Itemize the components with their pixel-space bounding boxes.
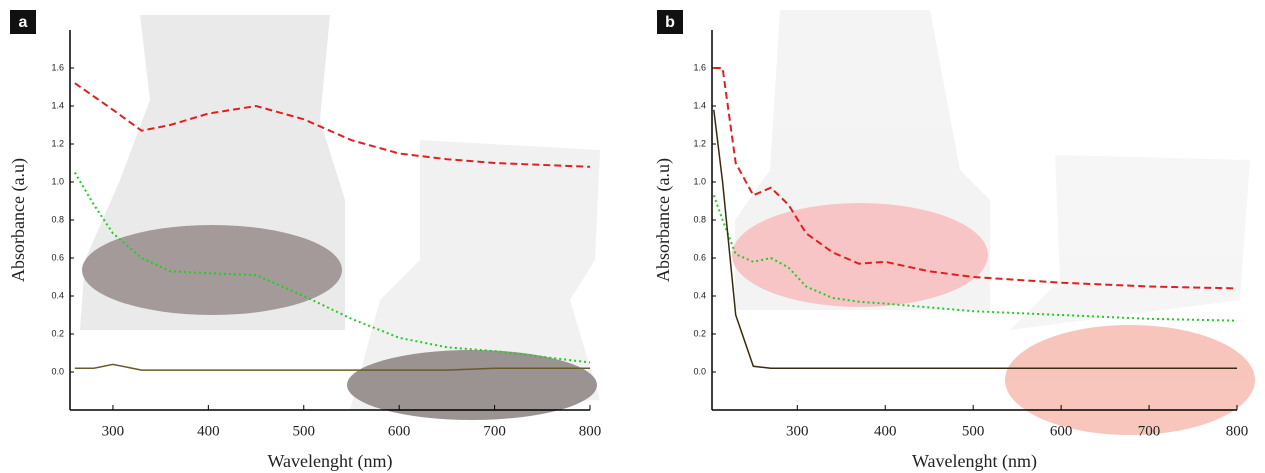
x-tick-label: 500 (293, 423, 316, 439)
x-tick-label: 600 (388, 423, 411, 439)
y-tick-label: 0.0 (693, 366, 706, 376)
x-tick-label: 700 (1138, 423, 1161, 439)
y-tick-label: 0.4 (51, 290, 64, 300)
flask-liquid (82, 225, 342, 315)
y-tick-label: 0.2 (693, 328, 706, 338)
y-tick-label: 1.6 (693, 62, 706, 72)
y-tick-label: 1.4 (693, 100, 706, 110)
panel-label: a (19, 14, 28, 31)
y-tick-label: 0.6 (693, 252, 706, 262)
y-tick-label: 1.0 (693, 176, 706, 186)
y-tick-label: 0.6 (51, 252, 64, 262)
photo-a (80, 15, 600, 420)
x-tick-label: 600 (1050, 423, 1073, 439)
x-tick-label: 400 (874, 423, 897, 439)
y-axis-title: Absorbance (a.u) (8, 158, 29, 282)
y-tick-label: 1.6 (51, 62, 64, 72)
y-tick-label: 0.8 (51, 214, 64, 224)
y-axis-title: Absorbance (a.u) (653, 158, 674, 282)
flask-photo (1010, 155, 1250, 330)
x-axis-title: Wavelenght (nm) (267, 451, 392, 472)
x-axis-title: Wavelenght (nm) (912, 451, 1037, 472)
x-tick-label: 400 (197, 423, 220, 439)
x-tick-label: 500 (962, 423, 985, 439)
y-tick-label: 0.4 (693, 290, 706, 300)
flask-liquid (732, 203, 988, 307)
x-tick-label: 700 (483, 423, 506, 439)
y-tick-label: 1.4 (51, 100, 64, 110)
y-tick-label: 0.2 (51, 328, 64, 338)
x-tick-label: 300 (786, 423, 809, 439)
panel-label: b (665, 14, 675, 31)
x-tick-label: 800 (579, 423, 602, 439)
y-tick-label: 1.2 (51, 138, 64, 148)
x-tick-label: 800 (1226, 423, 1249, 439)
y-tick-label: 0.8 (693, 214, 706, 224)
y-tick-label: 1.0 (51, 176, 64, 186)
y-tick-label: 0.0 (51, 366, 64, 376)
figure: 0.0 0.2 0.4 0.6 0.8 1.0 1.2 1.4 1.6 300 400 500 600 7… (0, 0, 1265, 473)
y-tick-label: 1.2 (693, 138, 706, 148)
flask-liquid (1005, 325, 1255, 435)
x-tick-label: 300 (102, 423, 125, 439)
photo-b (732, 10, 1255, 435)
